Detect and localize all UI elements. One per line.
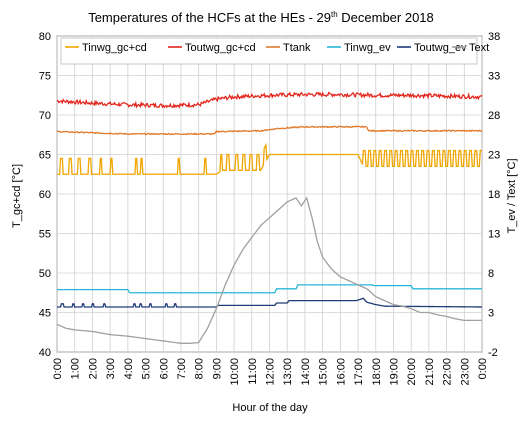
x-tick-label: 2:00	[87, 358, 99, 379]
chart-title: Temperatures of the HCFs at the HEs - 29…	[88, 10, 434, 25]
y-right-tick-label: 3	[488, 308, 494, 320]
x-tick-label: 15:00	[318, 358, 330, 386]
y-left-tick-label: 55	[39, 229, 51, 241]
y-right-tick-label: 38	[488, 31, 500, 43]
series-line-5	[56, 196, 482, 344]
y-right-tick-label: 18	[488, 189, 500, 201]
x-tick-label: 3:00	[105, 358, 117, 379]
y-left-tick-label: 75	[39, 71, 51, 83]
x-tick-label: 23:00	[459, 358, 471, 386]
x-tick-label: 10:00	[229, 358, 241, 386]
x-tick-label: 7:00	[176, 358, 188, 379]
x-tick-label: 12:00	[265, 358, 277, 386]
y-left-tick-label: 60	[39, 189, 51, 201]
x-tick-label: 22:00	[442, 358, 454, 386]
x-tick-label: 1:00	[70, 358, 82, 379]
series-line-0	[57, 142, 482, 175]
legend-box	[60, 37, 478, 65]
x-tick-label: 0:00	[477, 358, 489, 379]
y-right-tick-label: 8	[488, 268, 494, 280]
legend-label: Toutwg_ev	[414, 42, 467, 54]
x-tick-label: 21:00	[424, 358, 436, 386]
x-tick-label: 20:00	[406, 358, 418, 386]
y-left-tick-label: 65	[39, 150, 51, 162]
x-tick-label: 14:00	[300, 358, 312, 386]
series-line-2	[56, 125, 483, 136]
x-tick-label: 11:00	[247, 358, 259, 385]
x-axis-label: Hour of the day	[232, 402, 308, 414]
x-tick-label: 19:00	[388, 358, 400, 386]
y-axis-label-left: T_gc+cd [°C]	[11, 164, 23, 228]
y-left-tick-label: 70	[39, 110, 51, 122]
x-tick-label: 17:00	[353, 358, 365, 386]
y-left-tick-label: 45	[39, 308, 51, 320]
y-axis-label-right: T_ev / Text [°C]	[506, 158, 518, 233]
series-line-4	[57, 297, 483, 308]
y-right-tick-label: 28	[488, 110, 500, 122]
x-tick-label: 16:00	[335, 358, 347, 386]
x-tick-label: 18:00	[371, 358, 383, 386]
x-tick-label: 13:00	[282, 358, 294, 386]
y-right-tick-label: 23	[488, 150, 500, 162]
y-left-tick-label: 50	[39, 268, 51, 280]
y-right-tick-label: 13	[488, 229, 500, 241]
legend-label: Tinwg_ev	[344, 42, 391, 54]
chart-title-end: December 2018	[338, 10, 434, 25]
y-right-tick-label: 33	[488, 71, 500, 83]
x-tick-label: 8:00	[194, 358, 206, 379]
chart-title-main: Temperatures of the HCFs at the HEs - 29	[88, 10, 331, 25]
y-left-tick-label: 40	[39, 347, 51, 359]
y-right-tick-label: -2	[488, 347, 498, 359]
legend-label: Toutwg_gc+cd	[185, 42, 256, 54]
chart-title-superscript: th	[331, 10, 338, 19]
x-tick-label: 9:00	[211, 358, 223, 379]
legend-label: Ttank	[283, 42, 311, 54]
y-left-tick-label: 80	[39, 31, 51, 43]
x-tick-label: 4:00	[123, 358, 135, 379]
x-tick-label: 6:00	[158, 358, 170, 379]
legend-label: Tinwg_gc+cd	[82, 42, 147, 54]
series-line-3	[57, 284, 482, 294]
x-tick-label: 5:00	[141, 358, 153, 379]
series-line-1	[56, 90, 483, 109]
legend-label: Text	[469, 42, 489, 54]
x-tick-label: 0:00	[52, 358, 64, 379]
